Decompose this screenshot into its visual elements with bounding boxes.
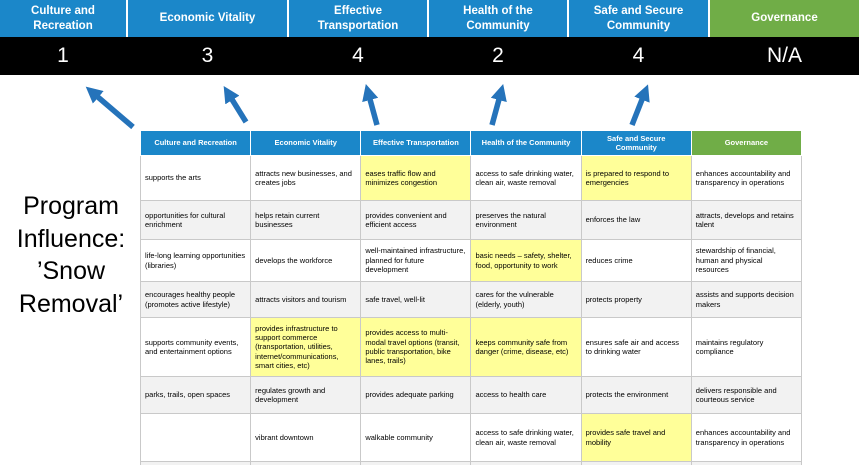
matrix-cell: safe travel, well-lit (360, 281, 472, 318)
matrix-cell: develops the workforce (250, 239, 362, 282)
score-band: 1 3 4 2 4 N/A (0, 37, 859, 75)
score-effective-transportation: 4 (352, 44, 364, 67)
matrix-cell: attracts new businesses, and creates job… (250, 155, 362, 201)
matrix-cell: walkable community (360, 413, 472, 462)
pillar-label: Culture and Recreation (31, 5, 95, 32)
matrix-cell: vibrant downtown (250, 413, 362, 462)
pillar-label: Governance (751, 12, 818, 25)
score-culture-and-recreation: 1 (57, 44, 69, 67)
matrix-cell (470, 461, 582, 465)
pillar-label: Economic Vitality (159, 12, 256, 25)
matrix-cell: provides infrastructure to support comme… (250, 317, 362, 377)
matrix-cell (139, 461, 252, 465)
matrix-cell: access to safe drinking water, clean air… (470, 155, 582, 201)
score-safe-and-secure-community: 4 (632, 44, 645, 67)
matrix-cell: protects property (580, 281, 692, 318)
pillar-label: Effective Transportation (317, 5, 399, 32)
matrix-row: supports community events, and entertain… (139, 317, 803, 377)
matrix-cell: well-maintained infrastructure, planned … (360, 239, 472, 282)
matrix-header: Culture and Recreation (139, 130, 252, 156)
pillar-governance: Governance (710, 0, 859, 37)
score-health-of-the-community: 2 (492, 44, 504, 67)
matrix-cell: enhances accountability and transparency… (690, 413, 803, 462)
pillar-effective-transportation: Effective Transportation (289, 0, 427, 37)
matrix-cell: opportunities for cultural enrichment (139, 200, 252, 240)
matrix-cell: parks, trails, open spaces (139, 376, 252, 414)
matrix-row: supports the arts attracts new businesses… (139, 155, 803, 201)
pillar-safe-and-secure-community: Safe and Secure Community (569, 0, 708, 37)
program-line: Removal’ (18, 289, 124, 318)
influence-matrix: Culture and Recreation Economic Vitality E… (139, 130, 803, 465)
matrix-cell: helps retain current businesses (250, 200, 362, 240)
program-line: Program (23, 192, 119, 220)
matrix-cell: enforces the law (580, 200, 692, 240)
matrix-cell (360, 461, 472, 465)
matrix-row: opportunities for cultural enrichment hel… (139, 200, 803, 240)
matrix-row: encourages healthy people (promotes acti… (139, 281, 803, 318)
pillar-band: Culture and Recreation Economic Vitality… (0, 0, 859, 37)
matrix-cell (139, 413, 252, 462)
matrix-cell: enhances accountability and transparency… (690, 155, 803, 201)
matrix-cell: provides convenient and efficient access (360, 200, 472, 240)
influence-arrow (362, 84, 380, 126)
matrix-header: Safe and Secure Community (580, 130, 692, 156)
matrix-cell: attracts, develops and retains talent (690, 200, 803, 240)
matrix-row: looks after it's most vulnerable (139, 461, 803, 465)
matrix-cell: regulates growth and development (250, 376, 362, 414)
matrix-row: life-long learning opportunities (librar… (139, 239, 803, 282)
matrix-header: Governance (690, 130, 803, 156)
program-influence-label: Program Influence: ’Snow Removal’ (2, 190, 140, 320)
pillar-economic-vitality: Economic Vitality (128, 0, 287, 37)
matrix-cell: encourages healthy people (promotes acti… (139, 281, 252, 318)
matrix-body: supports the arts attracts new businesses… (139, 155, 803, 465)
matrix-cell (250, 461, 362, 465)
matrix-cell: life-long learning opportunities (librar… (139, 239, 252, 282)
matrix-cell: is prepared to respond to emergencies (580, 155, 692, 201)
matrix-cell: provides access to multi-modal travel op… (360, 317, 472, 377)
pillar-culture-and-recreation: Culture and Recreation (0, 0, 126, 37)
matrix-cell: supports community events, and entertain… (139, 317, 252, 377)
matrix-cell: reduces crime (580, 239, 692, 282)
pillar-label: Health of the Community (463, 5, 533, 32)
matrix-cell: attracts visitors and tourism (250, 281, 362, 318)
matrix-header-row: Culture and Recreation Economic Vitality E… (139, 130, 803, 156)
matrix-cell: cares for the vulnerable (elderly, youth… (470, 281, 582, 318)
score-economic-vitality: 3 (201, 44, 214, 67)
influence-arrows (85, 84, 650, 130)
matrix-cell: access to health care (470, 376, 582, 414)
matrix-header: Effective Transportation (360, 130, 472, 156)
matrix-cell: supports the arts (139, 155, 252, 201)
matrix-cell: stewardship of financial, human and phys… (690, 239, 803, 282)
matrix-cell: access to safe drinking water, clean air… (470, 413, 582, 462)
matrix-cell: eases traffic flow and minimizes congest… (360, 155, 472, 201)
matrix-row: vibrant downtown walkable community access… (139, 413, 803, 462)
pillar-health-of-the-community: Health of the Community (429, 0, 567, 37)
score-governance: N/A (766, 44, 802, 67)
matrix-cell: assists and supports decision makers (690, 281, 803, 318)
matrix-header: Health of the Community (470, 130, 582, 156)
program-line: Influence: (16, 224, 126, 253)
matrix-cell: provides safe travel and mobility (580, 413, 692, 462)
matrix-header: Economic Vitality (250, 130, 362, 156)
matrix-cell: preserves the natural environment (470, 200, 582, 240)
influence-arrow (489, 84, 507, 126)
matrix-cell: ensures safe air and access to drinking … (580, 317, 692, 377)
influence-arrow (629, 84, 650, 127)
matrix-cell (690, 461, 803, 465)
matrix-cell: keeps community safe from danger (crime,… (470, 317, 582, 377)
program-line: ’Snow (36, 257, 106, 285)
matrix-cell: looks after it's most vulnerable (580, 461, 692, 465)
matrix-cell: basic needs – safety, shelter, food, opp… (470, 239, 582, 282)
matrix-cell: maintains regulatory compliance (690, 317, 803, 377)
matrix-row: parks, trails, open spaces regulates grow… (139, 376, 803, 414)
matrix-cell: delivers responsible and courteous servi… (690, 376, 803, 414)
influence-arrow (85, 86, 135, 130)
matrix-cell: protects the environment (580, 376, 692, 414)
matrix-cell: provides adequate parking (360, 376, 472, 414)
influence-arrow (223, 85, 249, 124)
pillar-label: Safe and Secure Community (593, 5, 684, 32)
